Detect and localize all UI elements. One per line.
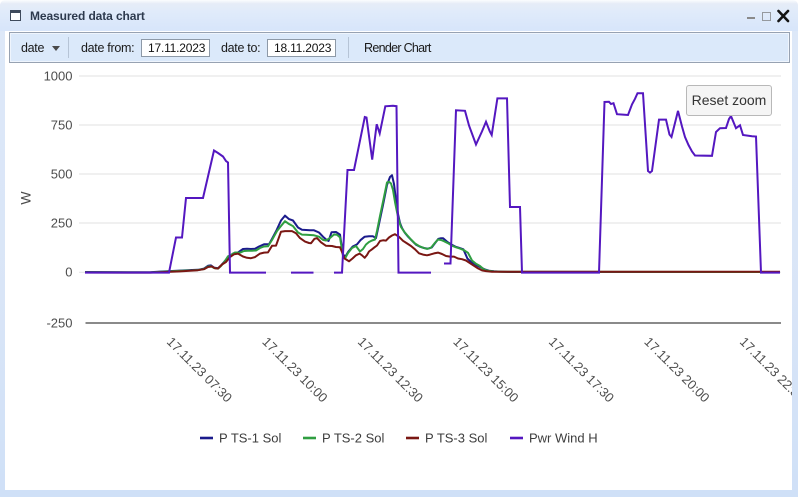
- svg-text:500: 500: [51, 167, 73, 182]
- svg-text:17.11.23 20:00: 17.11.23 20:00: [641, 334, 712, 405]
- svg-text:250: 250: [51, 216, 73, 231]
- svg-text:0: 0: [65, 265, 72, 280]
- svg-text:W: W: [18, 191, 34, 205]
- svg-text:17.11.23 22:30: 17.11.23 22:30: [737, 334, 792, 405]
- svg-text:17.11.23 12:30: 17.11.23 12:30: [355, 334, 426, 405]
- svg-text:-250: -250: [46, 316, 72, 331]
- svg-text:P TS-1 Sol: P TS-1 Sol: [219, 431, 281, 446]
- svg-text:750: 750: [51, 118, 73, 133]
- svg-text:17.11.23 15:00: 17.11.23 15:00: [450, 334, 521, 405]
- svg-text:1000: 1000: [44, 69, 73, 84]
- svg-text:17.11.23 17:30: 17.11.23 17:30: [546, 334, 617, 405]
- svg-text:P TS-2 Sol: P TS-2 Sol: [322, 431, 384, 446]
- svg-text:17.11.23 07:30: 17.11.23 07:30: [164, 334, 235, 405]
- svg-text:P TS-3 Sol: P TS-3 Sol: [425, 431, 487, 446]
- svg-text:Pwr Wind H: Pwr Wind H: [529, 431, 598, 446]
- svg-text:17.11.23 10:00: 17.11.23 10:00: [259, 334, 330, 405]
